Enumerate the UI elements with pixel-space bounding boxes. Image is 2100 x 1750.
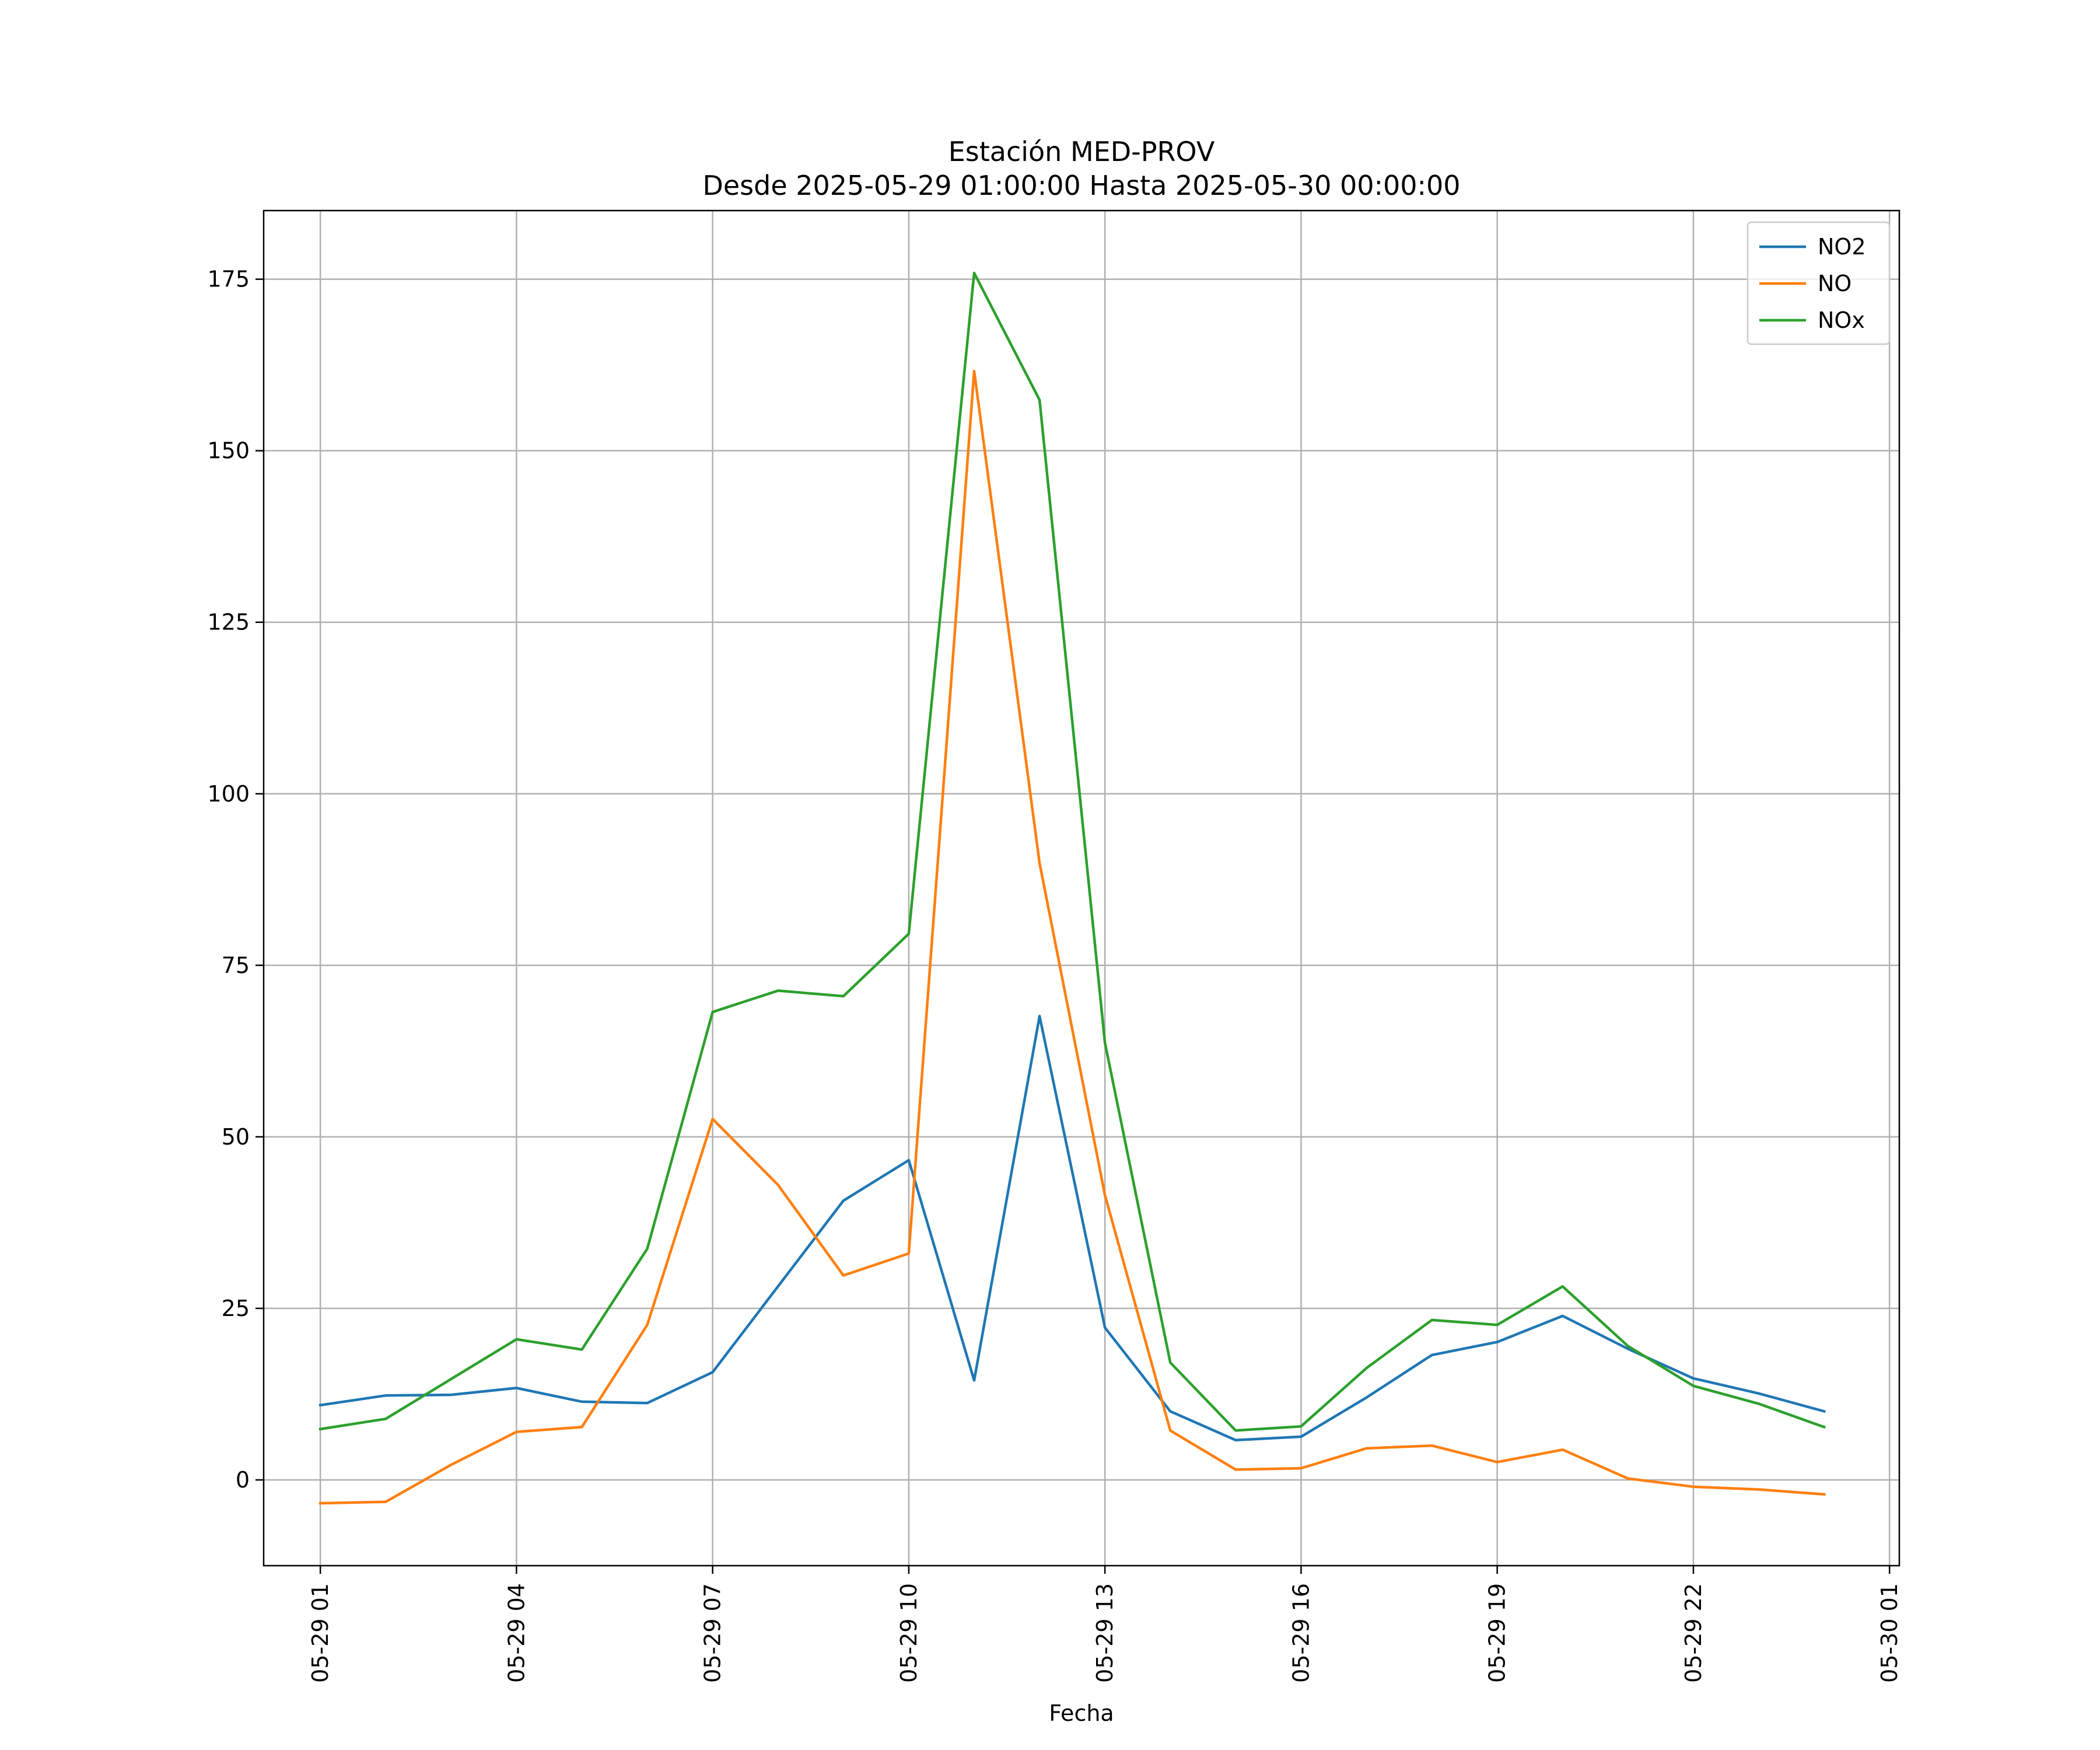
y-tick-label: 175 [207,267,250,292]
x-axis-label: Fecha [1049,1700,1114,1726]
chart-subtitle: Desde 2025-05-29 01:00:00 Hasta 2025-05-… [702,170,1460,201]
x-tick-label: 05-29 13 [1092,1583,1118,1683]
x-tick-label: 05-30 01 [1877,1583,1902,1683]
plot-frame [262,209,1901,1567]
y-tick-label: 100 [207,781,250,807]
x-tick-label: 05-29 22 [1681,1583,1706,1683]
series-line-no [318,369,1826,1505]
y-tick-label: 75 [222,953,250,978]
series-line-nox [318,271,1826,1432]
x-axis-ticks: 05-29 01 05-29 04 05-29 07 05-29 10 05-29 13… [307,1566,1902,1683]
grid [264,211,1899,1566]
legend-label: NO [1818,271,1852,296]
y-tick-label: 125 [207,610,250,635]
x-tick-label: 05-29 07 [700,1583,726,1683]
x-tick-label: 05-29 19 [1485,1583,1510,1683]
legend-label: NOx [1818,307,1865,333]
series-line-no2 [318,1014,1826,1442]
x-tick-label: 05-29 16 [1288,1583,1314,1683]
x-tick-label: 05-29 10 [896,1583,922,1683]
chart-title: Estación MED-PROV [949,136,1215,167]
y-axis-ticks: 0 25 50 75 100 125 150 175 [207,267,264,1493]
y-tick-label: 50 [222,1124,250,1150]
legend-label: NO2 [1818,234,1866,260]
y-tick-label: 0 [236,1467,250,1493]
y-tick-label: 150 [207,438,250,464]
x-tick-label: 05-29 01 [307,1583,333,1683]
x-tick-label: 05-29 04 [503,1583,529,1683]
y-tick-label: 25 [222,1296,250,1321]
legend: NO2 NO NOx [1746,221,1891,345]
series-layer [318,271,1826,1505]
legend-box [1746,221,1891,345]
